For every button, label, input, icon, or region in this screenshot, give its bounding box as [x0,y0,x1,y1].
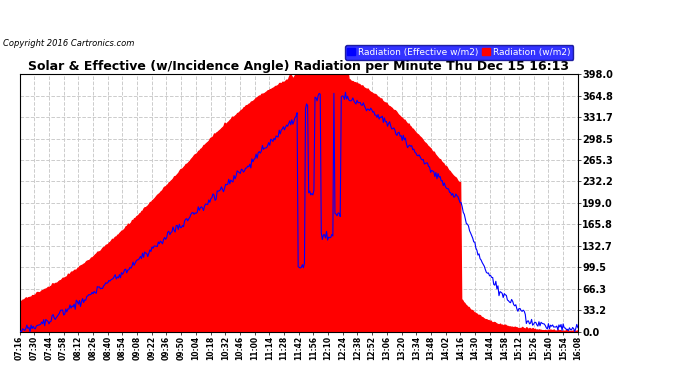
Legend: Radiation (Effective w/m2), Radiation (w/m2): Radiation (Effective w/m2), Radiation (w… [345,45,573,60]
Text: Copyright 2016 Cartronics.com: Copyright 2016 Cartronics.com [3,39,135,48]
Title: Solar & Effective (w/Incidence Angle) Radiation per Minute Thu Dec 15 16:13: Solar & Effective (w/Incidence Angle) Ra… [28,60,569,73]
